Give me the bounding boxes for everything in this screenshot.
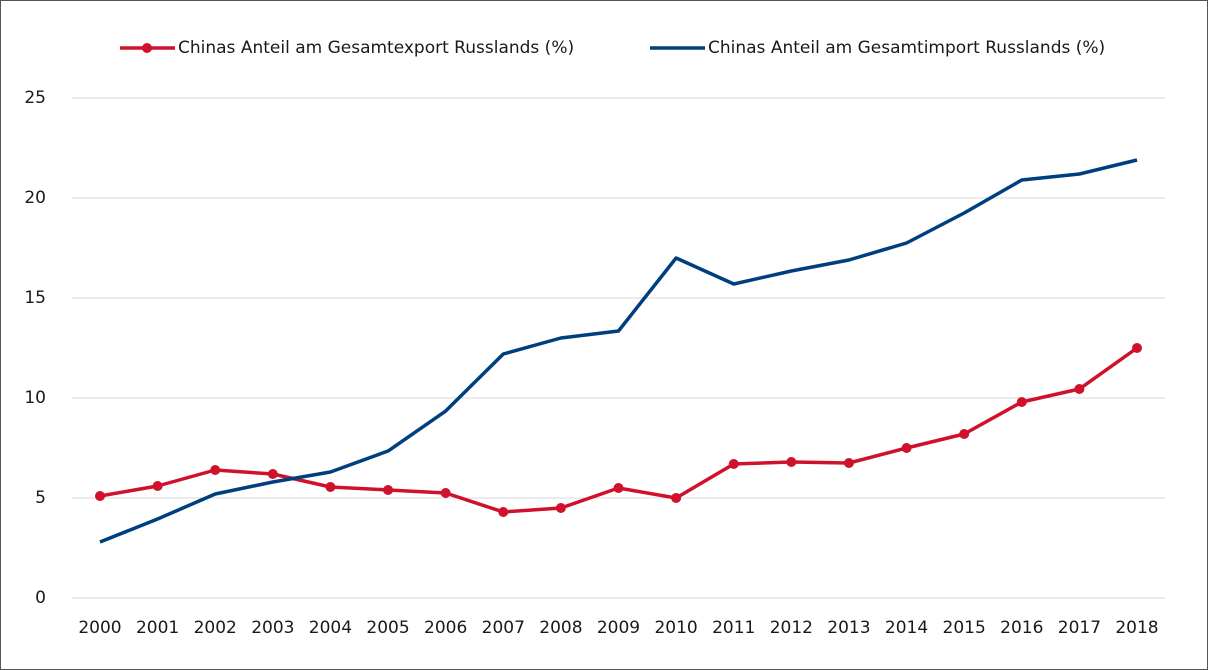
marker [728,459,739,469]
series-line [99,158,1138,544]
x-tick-label: 2002 [194,618,237,638]
x-tick-label: 2016 [1000,618,1043,638]
x-tick-label: 2005 [366,618,409,638]
legend-label: Chinas Anteil am Gesamtimport Russlands … [708,38,1105,58]
marker [843,458,854,468]
y-tick-label: 10 [24,388,46,408]
marker [959,429,970,439]
x-tick-label: 2006 [424,618,467,638]
marker [325,482,336,492]
legend-label: Chinas Anteil am Gesamtexport Russlands … [178,38,574,58]
x-tick-label: 2001 [136,618,179,638]
marker [671,493,682,503]
marker [267,469,278,479]
marker [498,507,509,517]
x-tick-label: 2017 [1058,618,1101,638]
x-tick-label: 2009 [597,618,640,638]
marker [440,488,451,498]
y-tick-label: 15 [24,288,46,308]
x-tick-label: 2008 [539,618,582,638]
x-tick-label: 2015 [943,618,986,638]
marker [555,503,566,513]
legend-marker [142,43,152,53]
x-tick-label: 2014 [885,618,928,638]
marker [786,457,797,467]
marker [1074,384,1085,394]
y-tick-label: 0 [35,588,46,608]
marker [210,465,221,475]
marker [95,491,105,501]
x-tick-label: 2004 [309,618,352,638]
marker [901,443,912,453]
x-tick-label: 2000 [78,618,121,638]
y-tick-label: 20 [24,188,46,208]
x-tick-label: 2007 [482,618,525,638]
marker [1132,343,1142,353]
x-tick-label: 2012 [770,618,813,638]
y-tick-label: 5 [35,488,46,508]
marker [152,481,163,491]
x-tick-label: 2010 [654,618,697,638]
x-tick-label: 2018 [1115,618,1158,638]
x-tick-label: 2003 [251,618,294,638]
x-tick-label: 2013 [827,618,870,638]
x-tick-label: 2011 [712,618,755,638]
y-tick-label: 25 [24,88,46,108]
marker [383,485,394,495]
marker [613,483,624,493]
marker [1016,397,1027,407]
